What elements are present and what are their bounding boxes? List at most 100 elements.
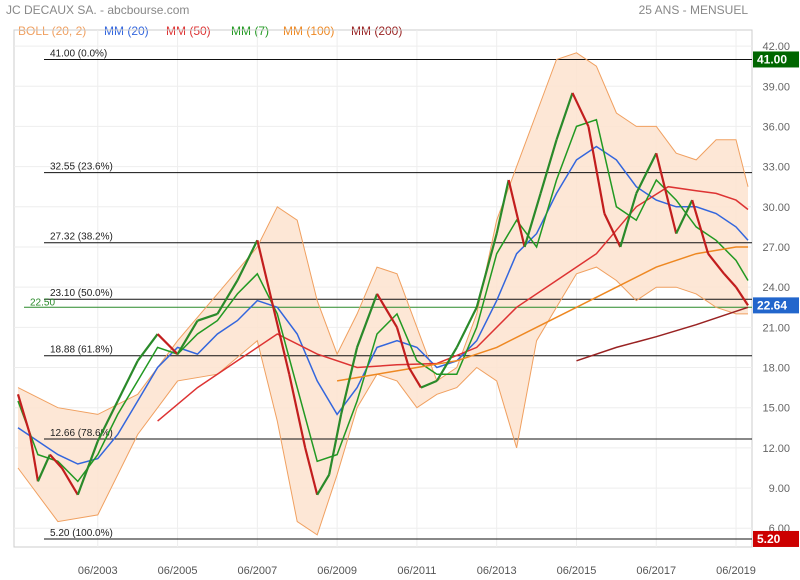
legend-item: MM (200) bbox=[351, 24, 402, 38]
fib-label: 23.10 (50.0%) bbox=[50, 288, 113, 299]
fib-label: 18.88 (61.8%) bbox=[50, 345, 113, 356]
price-segment bbox=[523, 193, 542, 248]
price-segment bbox=[435, 346, 458, 382]
plot-frame bbox=[13, 29, 753, 548]
price-segment bbox=[707, 252, 725, 275]
series-line bbox=[17, 266, 748, 536]
legend: BOLL (20, 2) MM (20) MM (50) MM (7) MM (100)… bbox=[18, 24, 402, 38]
x-tick-label: 06/2017 bbox=[636, 565, 676, 577]
price-mark-label: 5.20 bbox=[757, 532, 781, 546]
price-segment bbox=[236, 239, 259, 281]
price-mark-box bbox=[753, 530, 799, 547]
price-segment bbox=[60, 467, 79, 496]
price-segment bbox=[316, 474, 331, 496]
price-segment bbox=[356, 293, 379, 348]
y-tick-label: 18.00 bbox=[762, 363, 790, 375]
price-segment bbox=[96, 400, 119, 442]
legend-item: MM (7) bbox=[231, 24, 269, 38]
price-segment bbox=[455, 306, 478, 348]
fib-label: 41.00 (0.0%) bbox=[50, 48, 107, 59]
price-mark-box bbox=[753, 297, 799, 314]
price-segment bbox=[539, 139, 558, 194]
price-segment bbox=[304, 447, 319, 496]
bollinger-band bbox=[18, 52, 748, 535]
price-segment bbox=[197, 312, 218, 322]
legend-item: MM (100) bbox=[283, 24, 334, 38]
price-segment bbox=[272, 306, 291, 375]
series-line bbox=[17, 145, 749, 465]
support-label: 22.50 bbox=[30, 297, 55, 308]
y-tick-label: 33.00 bbox=[762, 162, 790, 174]
price-segment bbox=[571, 92, 590, 127]
price-segment bbox=[49, 453, 63, 469]
series-line bbox=[157, 185, 749, 422]
price-segment bbox=[691, 199, 710, 254]
y-tick-label: 9.00 bbox=[769, 483, 790, 495]
fib-label: 32.55 (23.6%) bbox=[50, 162, 113, 173]
y-tick-label: 21.00 bbox=[762, 322, 790, 334]
price-segment bbox=[407, 366, 422, 389]
price-segment bbox=[28, 434, 40, 482]
legend-item: MM (50) bbox=[166, 24, 211, 38]
price-mark-label: 22.64 bbox=[757, 298, 787, 312]
price-segment bbox=[36, 454, 51, 482]
chart-period: 25 ANS - MENSUEL bbox=[639, 3, 749, 17]
series-line bbox=[576, 306, 749, 362]
legend-item: BOLL (20, 2) bbox=[18, 24, 86, 38]
price-segment bbox=[136, 333, 159, 362]
y-tick-label: 24.00 bbox=[762, 282, 790, 294]
fibonacci-levels: 41.00 (0.0%) 32.55 (23.6%) 27.32 (38.2%) 23… bbox=[24, 48, 752, 540]
y-tick-label: 36.00 bbox=[762, 121, 790, 133]
price-segment bbox=[176, 320, 199, 355]
price-segment bbox=[495, 179, 510, 234]
price-segment bbox=[603, 213, 622, 248]
price-segment bbox=[376, 293, 398, 328]
price-segment bbox=[587, 126, 606, 214]
price-segment bbox=[555, 92, 574, 141]
x-tick-label: 06/2003 bbox=[78, 565, 118, 577]
y-tick-label: 12.00 bbox=[762, 443, 790, 455]
price-segment bbox=[675, 199, 694, 235]
fib-label: 27.32 (38.2%) bbox=[50, 232, 113, 243]
fib-label: 12.66 (78.6%) bbox=[50, 428, 113, 439]
price-segment bbox=[735, 286, 749, 306]
price-segment bbox=[340, 347, 359, 415]
x-tick-label: 06/2015 bbox=[557, 565, 597, 577]
price-segment bbox=[288, 373, 307, 449]
x-tick-label: 06/2007 bbox=[237, 565, 277, 577]
bollinger-fill bbox=[18, 52, 748, 535]
x-tick-label: 06/2011 bbox=[397, 565, 436, 577]
chart-title: JC DECAUX SA. - abcbourse.com bbox=[6, 3, 189, 17]
price-segment bbox=[16, 393, 32, 435]
x-tick-label: 06/2005 bbox=[158, 565, 198, 577]
price-segment bbox=[256, 240, 275, 308]
y-tick-label: 30.00 bbox=[762, 202, 790, 214]
price-segment bbox=[116, 360, 139, 402]
price-mark-label: 41.00 bbox=[757, 52, 787, 66]
price-marks: 41.00 22.64 5.20 bbox=[753, 51, 799, 547]
y-tick-label: 39.00 bbox=[762, 81, 790, 93]
price-segment bbox=[635, 152, 658, 194]
y-tick-label: 15.00 bbox=[762, 403, 790, 415]
x-tick-label: 06/2009 bbox=[317, 565, 357, 577]
axes: 42.00 39.00 36.00 33.00 30.00 27.00 24.00 21.00… bbox=[78, 41, 790, 577]
series-line bbox=[17, 118, 749, 483]
x-tick-label: 06/2019 bbox=[716, 565, 756, 577]
price-segment bbox=[619, 193, 638, 248]
y-tick-label: 27.00 bbox=[762, 242, 790, 254]
price-segment bbox=[216, 279, 239, 315]
price-mark-box bbox=[753, 51, 799, 68]
price-segment bbox=[475, 233, 498, 308]
legend-item: MM (20) bbox=[104, 24, 149, 38]
price-segment bbox=[655, 152, 678, 234]
fib-label: 5.20 (100.0%) bbox=[50, 528, 113, 539]
series-lines bbox=[16, 52, 749, 536]
price-segment bbox=[328, 414, 343, 475]
price-segment bbox=[156, 333, 179, 355]
price-segment bbox=[723, 273, 737, 288]
x-tick-label: 06/2013 bbox=[477, 565, 517, 577]
price-segment bbox=[420, 379, 438, 389]
price-segment bbox=[395, 327, 410, 368]
